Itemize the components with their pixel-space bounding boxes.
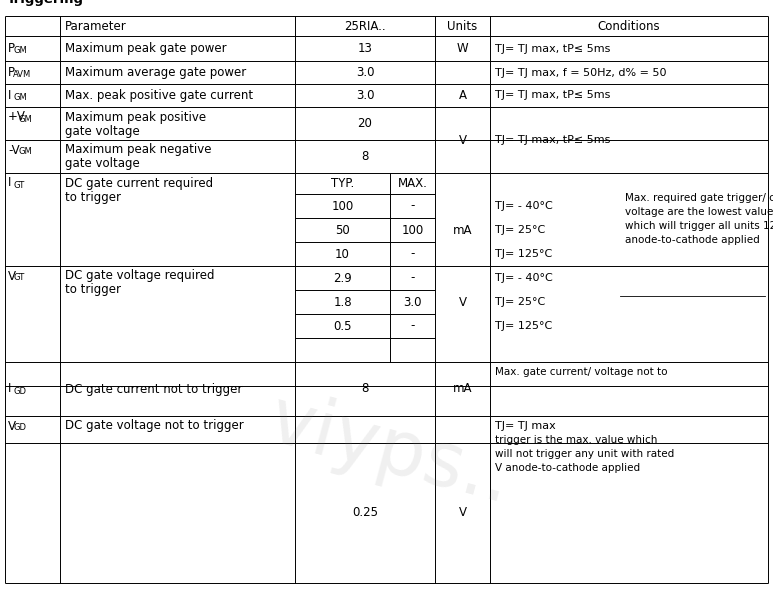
Text: GT: GT xyxy=(13,180,25,190)
Text: 100: 100 xyxy=(332,200,353,213)
Text: 1.8: 1.8 xyxy=(333,296,352,309)
Text: V: V xyxy=(458,134,466,147)
Text: I: I xyxy=(8,177,12,190)
Text: V: V xyxy=(8,269,16,282)
Text: GM: GM xyxy=(13,93,27,102)
Text: GM: GM xyxy=(19,148,32,157)
Text: -: - xyxy=(410,200,414,213)
Text: gate voltage: gate voltage xyxy=(65,125,140,138)
Text: TJ= - 40°C: TJ= - 40°C xyxy=(495,273,553,283)
Text: 10: 10 xyxy=(335,248,350,261)
Text: P: P xyxy=(8,66,15,79)
Text: to trigger: to trigger xyxy=(65,190,121,203)
Text: TJ= TJ max, tP≤ 5ms: TJ= TJ max, tP≤ 5ms xyxy=(495,90,611,100)
Text: I: I xyxy=(8,382,12,395)
Text: DC gate current not to trigger: DC gate current not to trigger xyxy=(65,382,243,395)
Text: 3.0: 3.0 xyxy=(356,66,374,79)
Text: 20: 20 xyxy=(358,117,373,130)
Text: V anode-to-cathode applied: V anode-to-cathode applied xyxy=(495,463,640,473)
Text: anode-to-cathode applied: anode-to-cathode applied xyxy=(625,235,760,245)
Text: voltage are the lowest value: voltage are the lowest value xyxy=(625,207,773,217)
Text: 3.0: 3.0 xyxy=(356,89,374,102)
Text: V: V xyxy=(8,420,16,433)
Text: mA: mA xyxy=(453,382,472,395)
Text: TJ= 125°C: TJ= 125°C xyxy=(495,321,552,331)
Text: Parameter: Parameter xyxy=(65,20,127,33)
Text: TJ= 25°C: TJ= 25°C xyxy=(495,225,545,235)
Text: TYP.: TYP. xyxy=(331,177,354,190)
Text: 3.0: 3.0 xyxy=(404,296,422,309)
Text: I: I xyxy=(8,89,12,102)
Text: -: - xyxy=(410,248,414,261)
Text: TJ= TJ max, tP≤ 5ms: TJ= TJ max, tP≤ 5ms xyxy=(495,135,611,145)
Text: P: P xyxy=(8,42,15,55)
Text: -: - xyxy=(410,271,414,284)
Text: 8: 8 xyxy=(361,382,369,395)
Text: W: W xyxy=(457,42,468,55)
Text: TJ= TJ max: TJ= TJ max xyxy=(495,421,556,431)
Text: TJ= TJ max, tP≤ 5ms: TJ= TJ max, tP≤ 5ms xyxy=(495,44,611,54)
Text: Max. peak positive gate current: Max. peak positive gate current xyxy=(65,89,253,102)
Text: GM: GM xyxy=(19,115,32,124)
Text: Maximum peak negative: Maximum peak negative xyxy=(65,144,212,157)
Text: TJ= 125°C: TJ= 125°C xyxy=(495,249,552,259)
Text: GM: GM xyxy=(13,46,27,55)
Text: GD: GD xyxy=(13,424,26,433)
Text: -V: -V xyxy=(8,144,19,157)
Text: Triggering: Triggering xyxy=(7,0,84,6)
Text: will not trigger any unit with rated: will not trigger any unit with rated xyxy=(495,449,674,459)
Text: Maximum average gate power: Maximum average gate power xyxy=(65,66,247,79)
Text: TJ= - 40°C: TJ= - 40°C xyxy=(495,201,553,211)
Text: GT: GT xyxy=(13,274,25,282)
Text: Max. required gate trigger/ current/: Max. required gate trigger/ current/ xyxy=(625,193,773,203)
Text: mA: mA xyxy=(453,223,472,236)
Text: to trigger: to trigger xyxy=(65,284,121,297)
Text: Maximum peak positive: Maximum peak positive xyxy=(65,111,206,124)
Text: AVM: AVM xyxy=(13,70,32,79)
Text: DC gate voltage not to trigger: DC gate voltage not to trigger xyxy=(65,420,243,433)
Text: trigger is the max. value which: trigger is the max. value which xyxy=(495,435,657,445)
Text: 2.9: 2.9 xyxy=(333,271,352,284)
Text: Maximum peak gate power: Maximum peak gate power xyxy=(65,42,226,55)
Text: viyps..: viyps.. xyxy=(261,383,519,519)
Text: -: - xyxy=(410,320,414,333)
Text: TJ= TJ max, f = 50Hz, d% = 50: TJ= TJ max, f = 50Hz, d% = 50 xyxy=(495,67,666,77)
Text: 0.25: 0.25 xyxy=(352,506,378,519)
Text: Conditions: Conditions xyxy=(598,20,660,33)
Text: 50: 50 xyxy=(335,223,350,236)
Text: DC gate voltage required: DC gate voltage required xyxy=(65,269,214,282)
Text: V: V xyxy=(458,296,466,309)
Text: V: V xyxy=(458,506,466,519)
Text: 25RIA..: 25RIA.. xyxy=(344,20,386,33)
Text: GD: GD xyxy=(13,387,26,395)
Text: Max. gate current/ voltage not to: Max. gate current/ voltage not to xyxy=(495,367,668,377)
Text: 100: 100 xyxy=(401,223,424,236)
Text: +V: +V xyxy=(8,111,26,124)
Text: gate voltage: gate voltage xyxy=(65,157,140,170)
Text: A: A xyxy=(458,89,466,102)
Text: 8: 8 xyxy=(361,150,369,163)
Text: Units: Units xyxy=(448,20,478,33)
Text: 13: 13 xyxy=(358,42,373,55)
Text: which will trigger all units 12V: which will trigger all units 12V xyxy=(625,221,773,231)
Text: 0.5: 0.5 xyxy=(333,320,352,333)
Text: DC gate current required: DC gate current required xyxy=(65,177,213,190)
Text: MAX.: MAX. xyxy=(397,177,427,190)
Text: TJ= 25°C: TJ= 25°C xyxy=(495,297,545,307)
